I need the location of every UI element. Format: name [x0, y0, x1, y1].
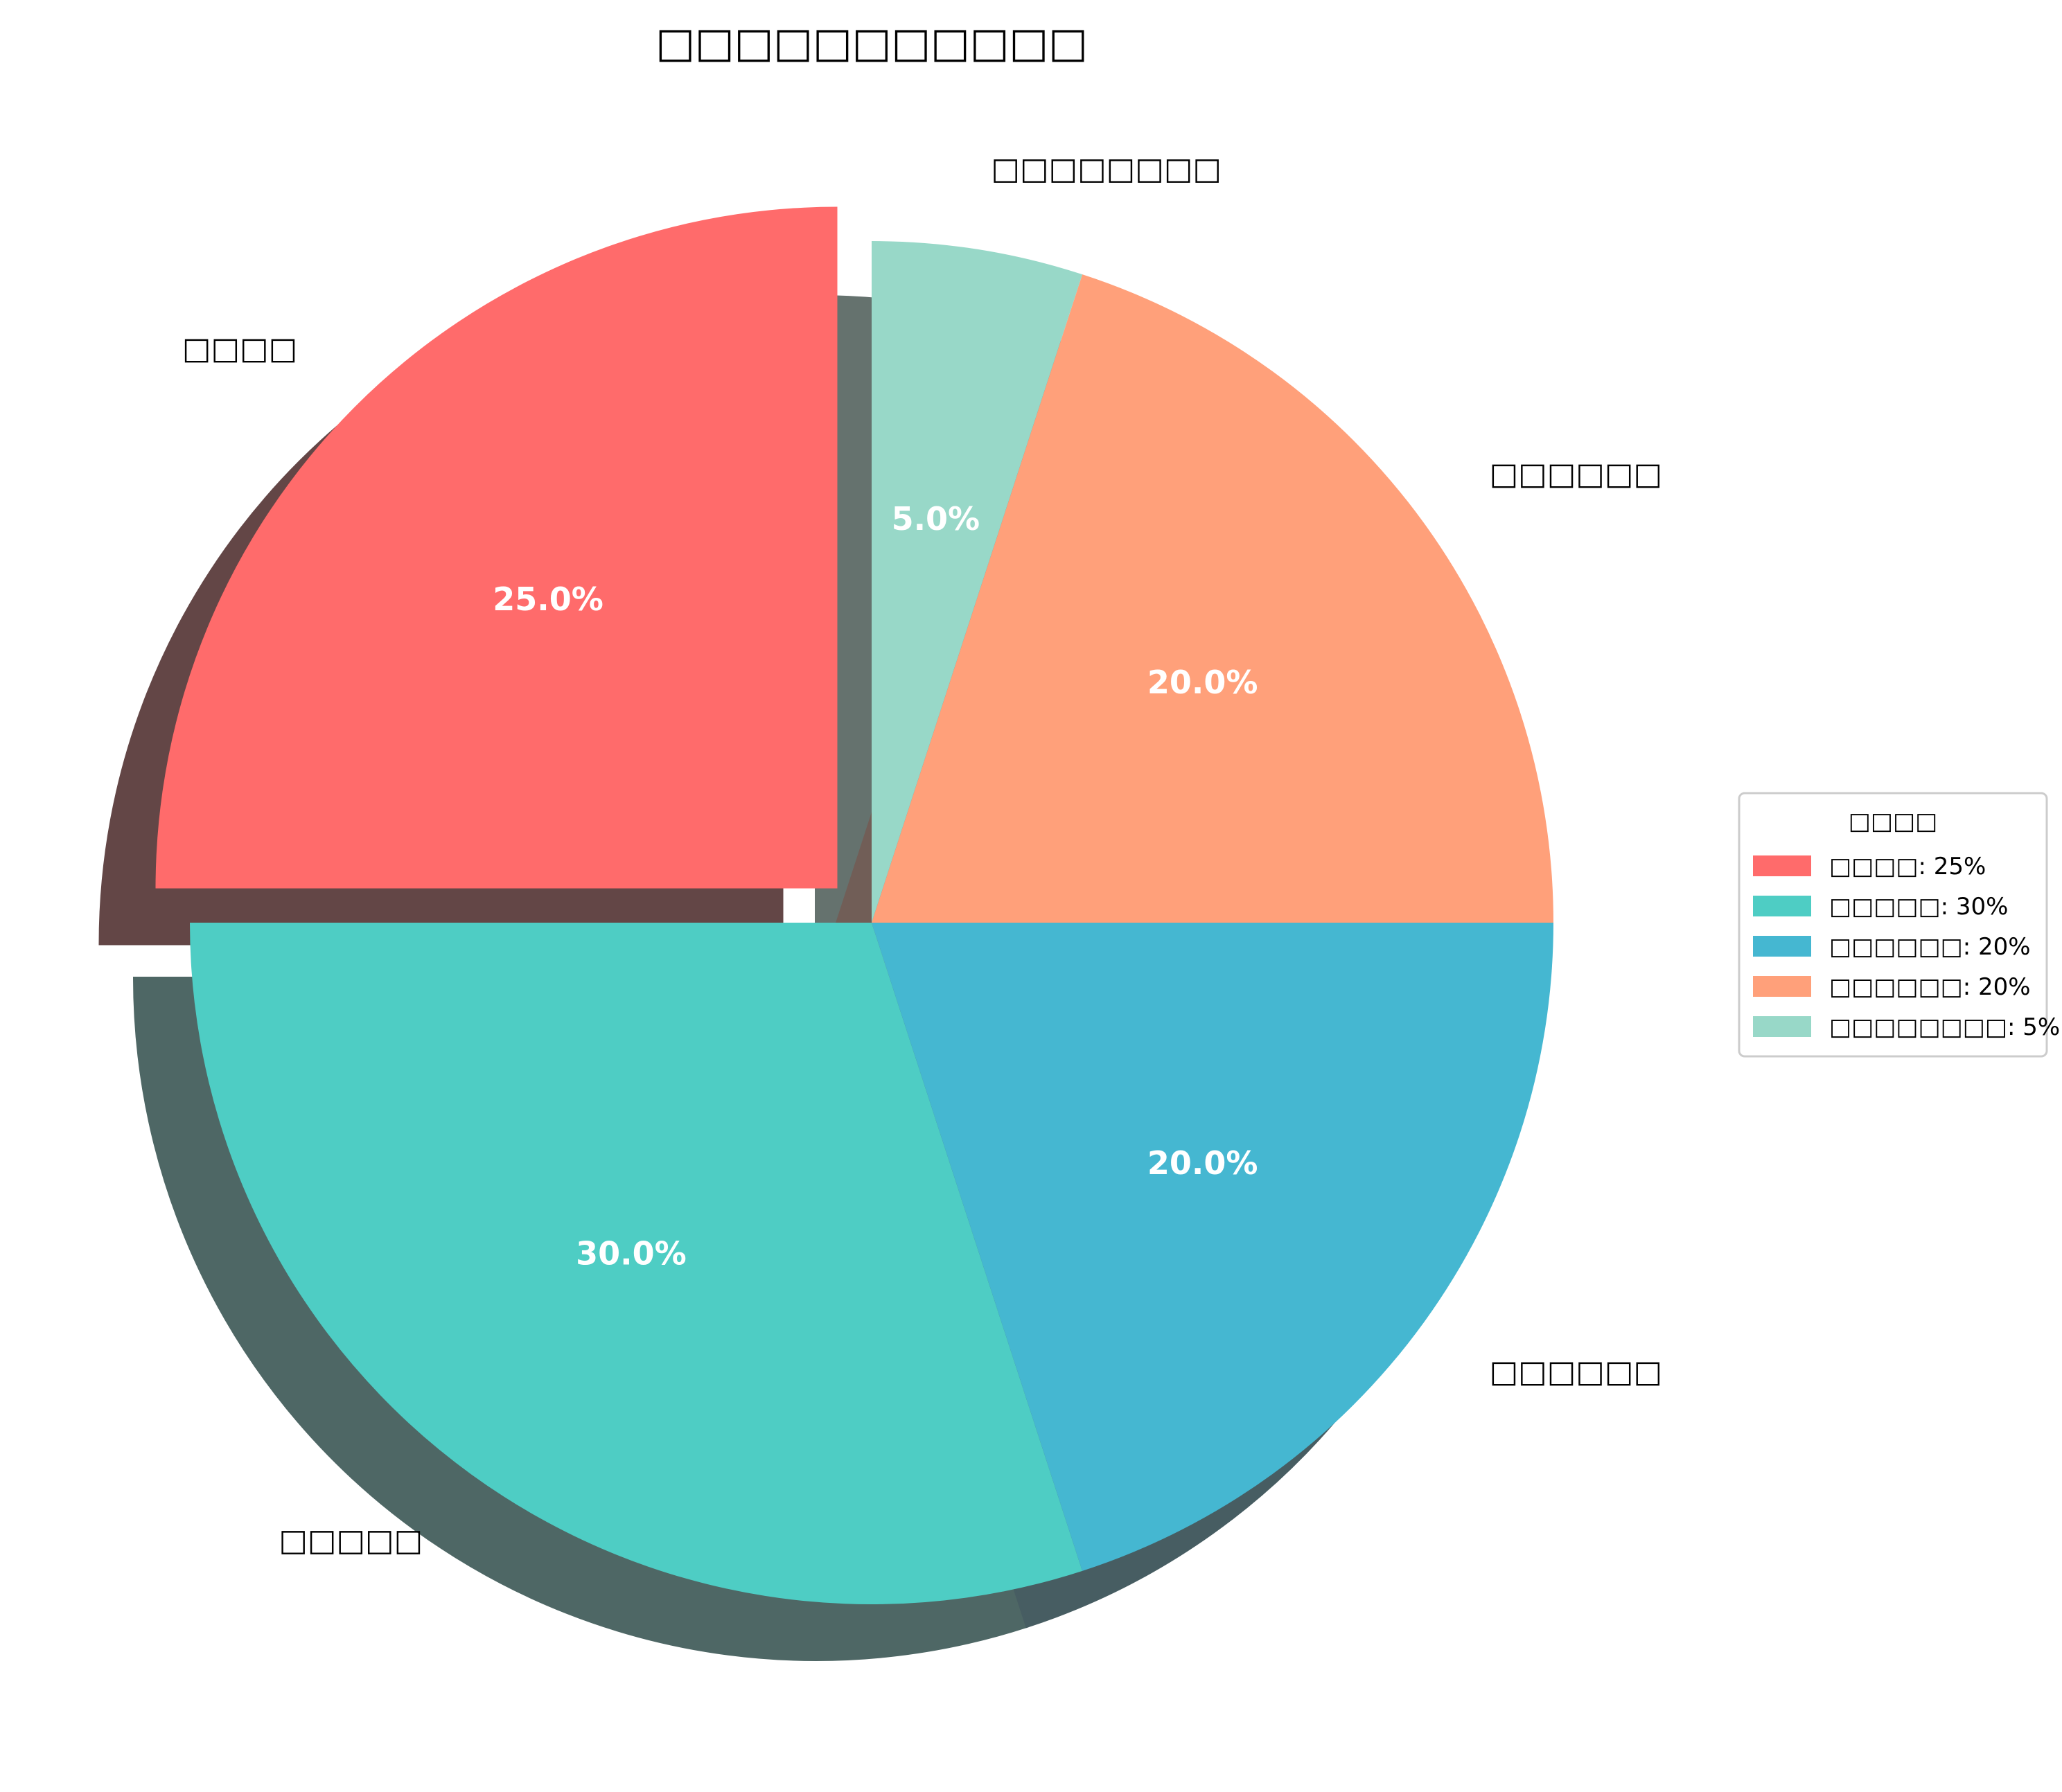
- chart-title: □□□□□□□□□□□: [655, 19, 1088, 67]
- legend-entry-3: □□□□□□: 20%: [1829, 933, 2031, 961]
- legend: □□□□ □□□□: 25% □□□□□: 30% □□□□□□: 20% □□□□□□…: [1738, 792, 2060, 1058]
- slice-5-label: □□□□□□□□: [991, 151, 1222, 186]
- legend-swatch-5: [1753, 1016, 1811, 1037]
- slice-4-percent-label: 20.0%: [1147, 664, 1258, 701]
- legend-swatch-3: [1753, 936, 1811, 957]
- legend-title: □□□□: [1849, 808, 1938, 835]
- slice-5-wedge: [872, 241, 1083, 923]
- legend-entry-5: □□□□□□□□: 5%: [1829, 1013, 2060, 1041]
- legend-swatch-2: [1753, 896, 1811, 916]
- legend-entry-4: □□□□□□: 20%: [1829, 973, 2031, 1001]
- slice-5-percent-label: 5.0%: [892, 500, 980, 538]
- slice-2-percent-label: 30.0%: [576, 1235, 687, 1272]
- slice-4-wedge: [872, 274, 1553, 923]
- label-layer: □□□□ 25.0% □□□□□ 30.0% □□□□□□ 20.0% □□□□□□ 20.0…: [182, 151, 1662, 1558]
- slice-1-label: □□□□: [182, 331, 297, 366]
- legend-swatch-1: [1753, 855, 1811, 876]
- legend-entry-1: □□□□: 25%: [1829, 853, 1986, 880]
- slice-1-percent-label: 25.0%: [493, 580, 603, 618]
- slice-layer: [155, 206, 1553, 1604]
- legend-entry-2: □□□□□: 30%: [1829, 893, 2008, 921]
- slice-3-percent-label: 20.0%: [1147, 1144, 1258, 1182]
- slice-2-wedge: [190, 923, 1083, 1604]
- slice-4-label: □□□□□□: [1490, 456, 1662, 492]
- slice-1-wedge: [155, 206, 838, 889]
- legend-frame: [1738, 792, 2048, 1058]
- slice-2-label: □□□□□: [279, 1523, 423, 1559]
- slice-3-wedge: [872, 923, 1553, 1571]
- slice-3-label: □□□□□□: [1490, 1354, 1662, 1390]
- legend-swatch-4: [1753, 976, 1811, 997]
